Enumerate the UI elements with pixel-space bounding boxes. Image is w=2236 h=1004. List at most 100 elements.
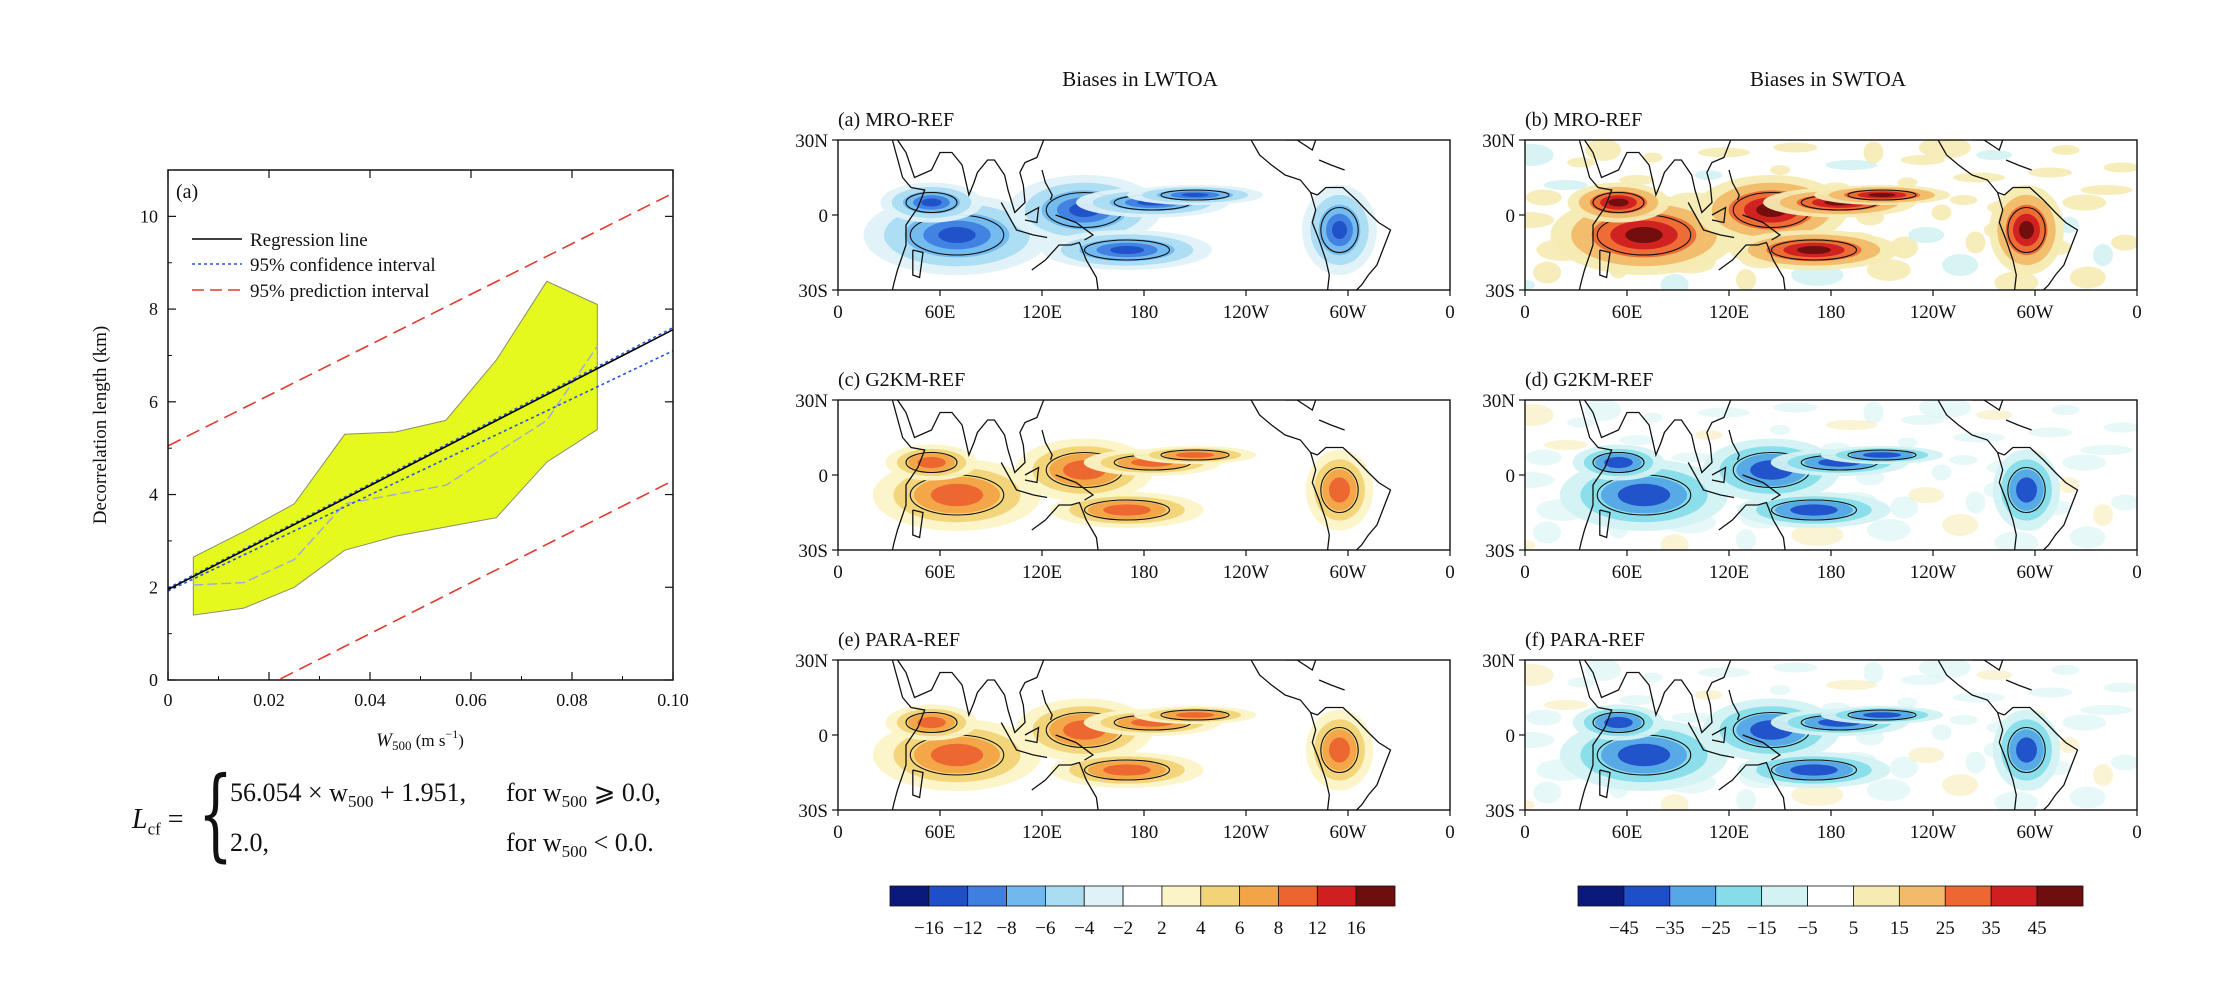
- coastline: [891, 660, 926, 810]
- prediction-interval-lower: [276, 479, 673, 680]
- map-panel-label: (b) MRO-REF: [1525, 109, 1642, 131]
- xlabel-unit-close: ): [458, 731, 464, 750]
- bias-speckle: [1918, 400, 1971, 419]
- coastline: [1972, 140, 2004, 152]
- bias-speckle: [2080, 705, 2133, 715]
- bias-speckle: [1671, 712, 1716, 723]
- contour-line: [905, 451, 958, 474]
- contour-line: [1592, 451, 1645, 474]
- bias-contour: [1862, 712, 1902, 718]
- decorrelation-chart: 0 0.02 0.04 0.06 0.08 0.10 0 2 4 6 8 10 (a) Regress…: [90, 169, 689, 753]
- colorbar-swatch: [1990, 885, 2038, 907]
- colorbar-swatch: [967, 885, 1007, 907]
- coastline: [1000, 722, 1048, 759]
- colorbar-label: 16: [1347, 918, 1366, 939]
- bias-speckle: [1976, 410, 2013, 420]
- lon-tick-label: 180: [1130, 822, 1159, 843]
- lat-tick-label: 30N: [795, 131, 828, 152]
- colorbar-swatch: [2036, 885, 2084, 907]
- bias-speckle: [1619, 435, 1656, 445]
- lon-tick-label: 120E: [1022, 302, 1062, 323]
- colorbar-label: 45: [2028, 918, 2047, 939]
- bias-contour: [1329, 737, 1350, 763]
- x-tick-label: 0.10: [657, 690, 689, 710]
- coastline: [1309, 192, 1330, 290]
- colorbar-label: 5: [1849, 918, 1859, 939]
- bias-speckle: [1942, 774, 1979, 796]
- contour-line: [1083, 759, 1171, 781]
- colorbar-label: 35: [1982, 918, 2001, 939]
- bias-speckle: [1965, 751, 1986, 774]
- lon-tick-label: 0: [1445, 562, 1455, 583]
- bias-speckle: [1736, 789, 1756, 810]
- coastline: [1742, 474, 1782, 501]
- bias-speckle: [1525, 664, 1554, 686]
- coastline: [1996, 712, 2017, 810]
- bias-speckle: [2111, 494, 2137, 511]
- bias-speckle: [1863, 661, 1884, 684]
- chart-a-panel-label: (a): [176, 181, 198, 203]
- lon-tick-label: 0: [2132, 562, 2142, 583]
- bias-contour: [2016, 477, 2037, 503]
- bias-speckle: [1525, 800, 1535, 810]
- coastline: [2005, 679, 2032, 691]
- colorbar-swatch: [1006, 885, 1046, 907]
- bias-contour: [1110, 246, 1144, 254]
- formula-case1-expr: 56.054 × w: [230, 778, 348, 807]
- chart-a-ylabel: Decorrelation length (km): [90, 326, 111, 524]
- colorbar-swatch: [1161, 885, 1202, 907]
- bias-speckle: [1791, 524, 1844, 546]
- contour-line: [1083, 239, 1171, 261]
- coastline: [2003, 446, 2079, 550]
- lon-tick-label: 180: [1817, 302, 1846, 323]
- coastline: [1578, 140, 1613, 290]
- coastline: [1024, 466, 1040, 484]
- bias-contour: [938, 227, 976, 243]
- xlabel-unit: (m s: [411, 731, 445, 750]
- bias-speckle: [1900, 155, 1945, 165]
- colorbar-swatch: [1316, 885, 1357, 907]
- bias-speckle: [2062, 714, 2107, 731]
- colorbar-label: −12: [953, 918, 983, 939]
- bias-speckle: [1660, 534, 1689, 550]
- bias-speckle: [1736, 269, 1756, 290]
- formula-cond2: for w500 < 0.0.: [506, 828, 654, 862]
- y-tick-label: 8: [149, 299, 158, 319]
- coastline: [1578, 400, 1613, 550]
- colorbar-swatch: [1761, 885, 1808, 907]
- bias-contour: [1175, 452, 1215, 458]
- xlabel-unit-sup: −1: [445, 727, 458, 741]
- coastline: [2005, 419, 2032, 431]
- coastline: [1578, 660, 1613, 810]
- lon-tick-label: 0: [833, 302, 843, 323]
- bias-speckle: [1736, 529, 1756, 550]
- bias-speckle: [2028, 167, 2073, 178]
- coastline: [1041, 429, 1053, 461]
- lat-tick-label: 0: [1506, 206, 1516, 227]
- bias-speckle: [1642, 672, 1663, 683]
- bias-speckle: [2069, 526, 2106, 549]
- contour-line: [2007, 726, 2046, 774]
- lon-tick-label: 120E: [1022, 562, 1062, 583]
- contour-line: [1847, 449, 1917, 461]
- colorbar-swatch: [1669, 885, 1717, 907]
- x-tick-label: 0.06: [455, 690, 487, 710]
- lon-tick-label: 120W: [1223, 302, 1270, 323]
- bias-speckle: [2080, 445, 2133, 455]
- lon-tick-label: 60W: [1330, 822, 1367, 843]
- coastline: [1599, 509, 1611, 539]
- bias-speckle: [1525, 144, 1554, 166]
- lat-tick-label: 0: [1506, 726, 1516, 747]
- bias-speckle: [1931, 204, 1952, 221]
- bias-speckle: [1543, 180, 1588, 190]
- coastline: [896, 400, 1045, 474]
- lat-tick-label: 0: [1506, 466, 1516, 487]
- bias-contour: [917, 456, 946, 469]
- y-tick-label: 2: [149, 577, 158, 597]
- bias-speckle: [2111, 754, 2137, 771]
- lon-tick-label: 120W: [1910, 302, 1957, 323]
